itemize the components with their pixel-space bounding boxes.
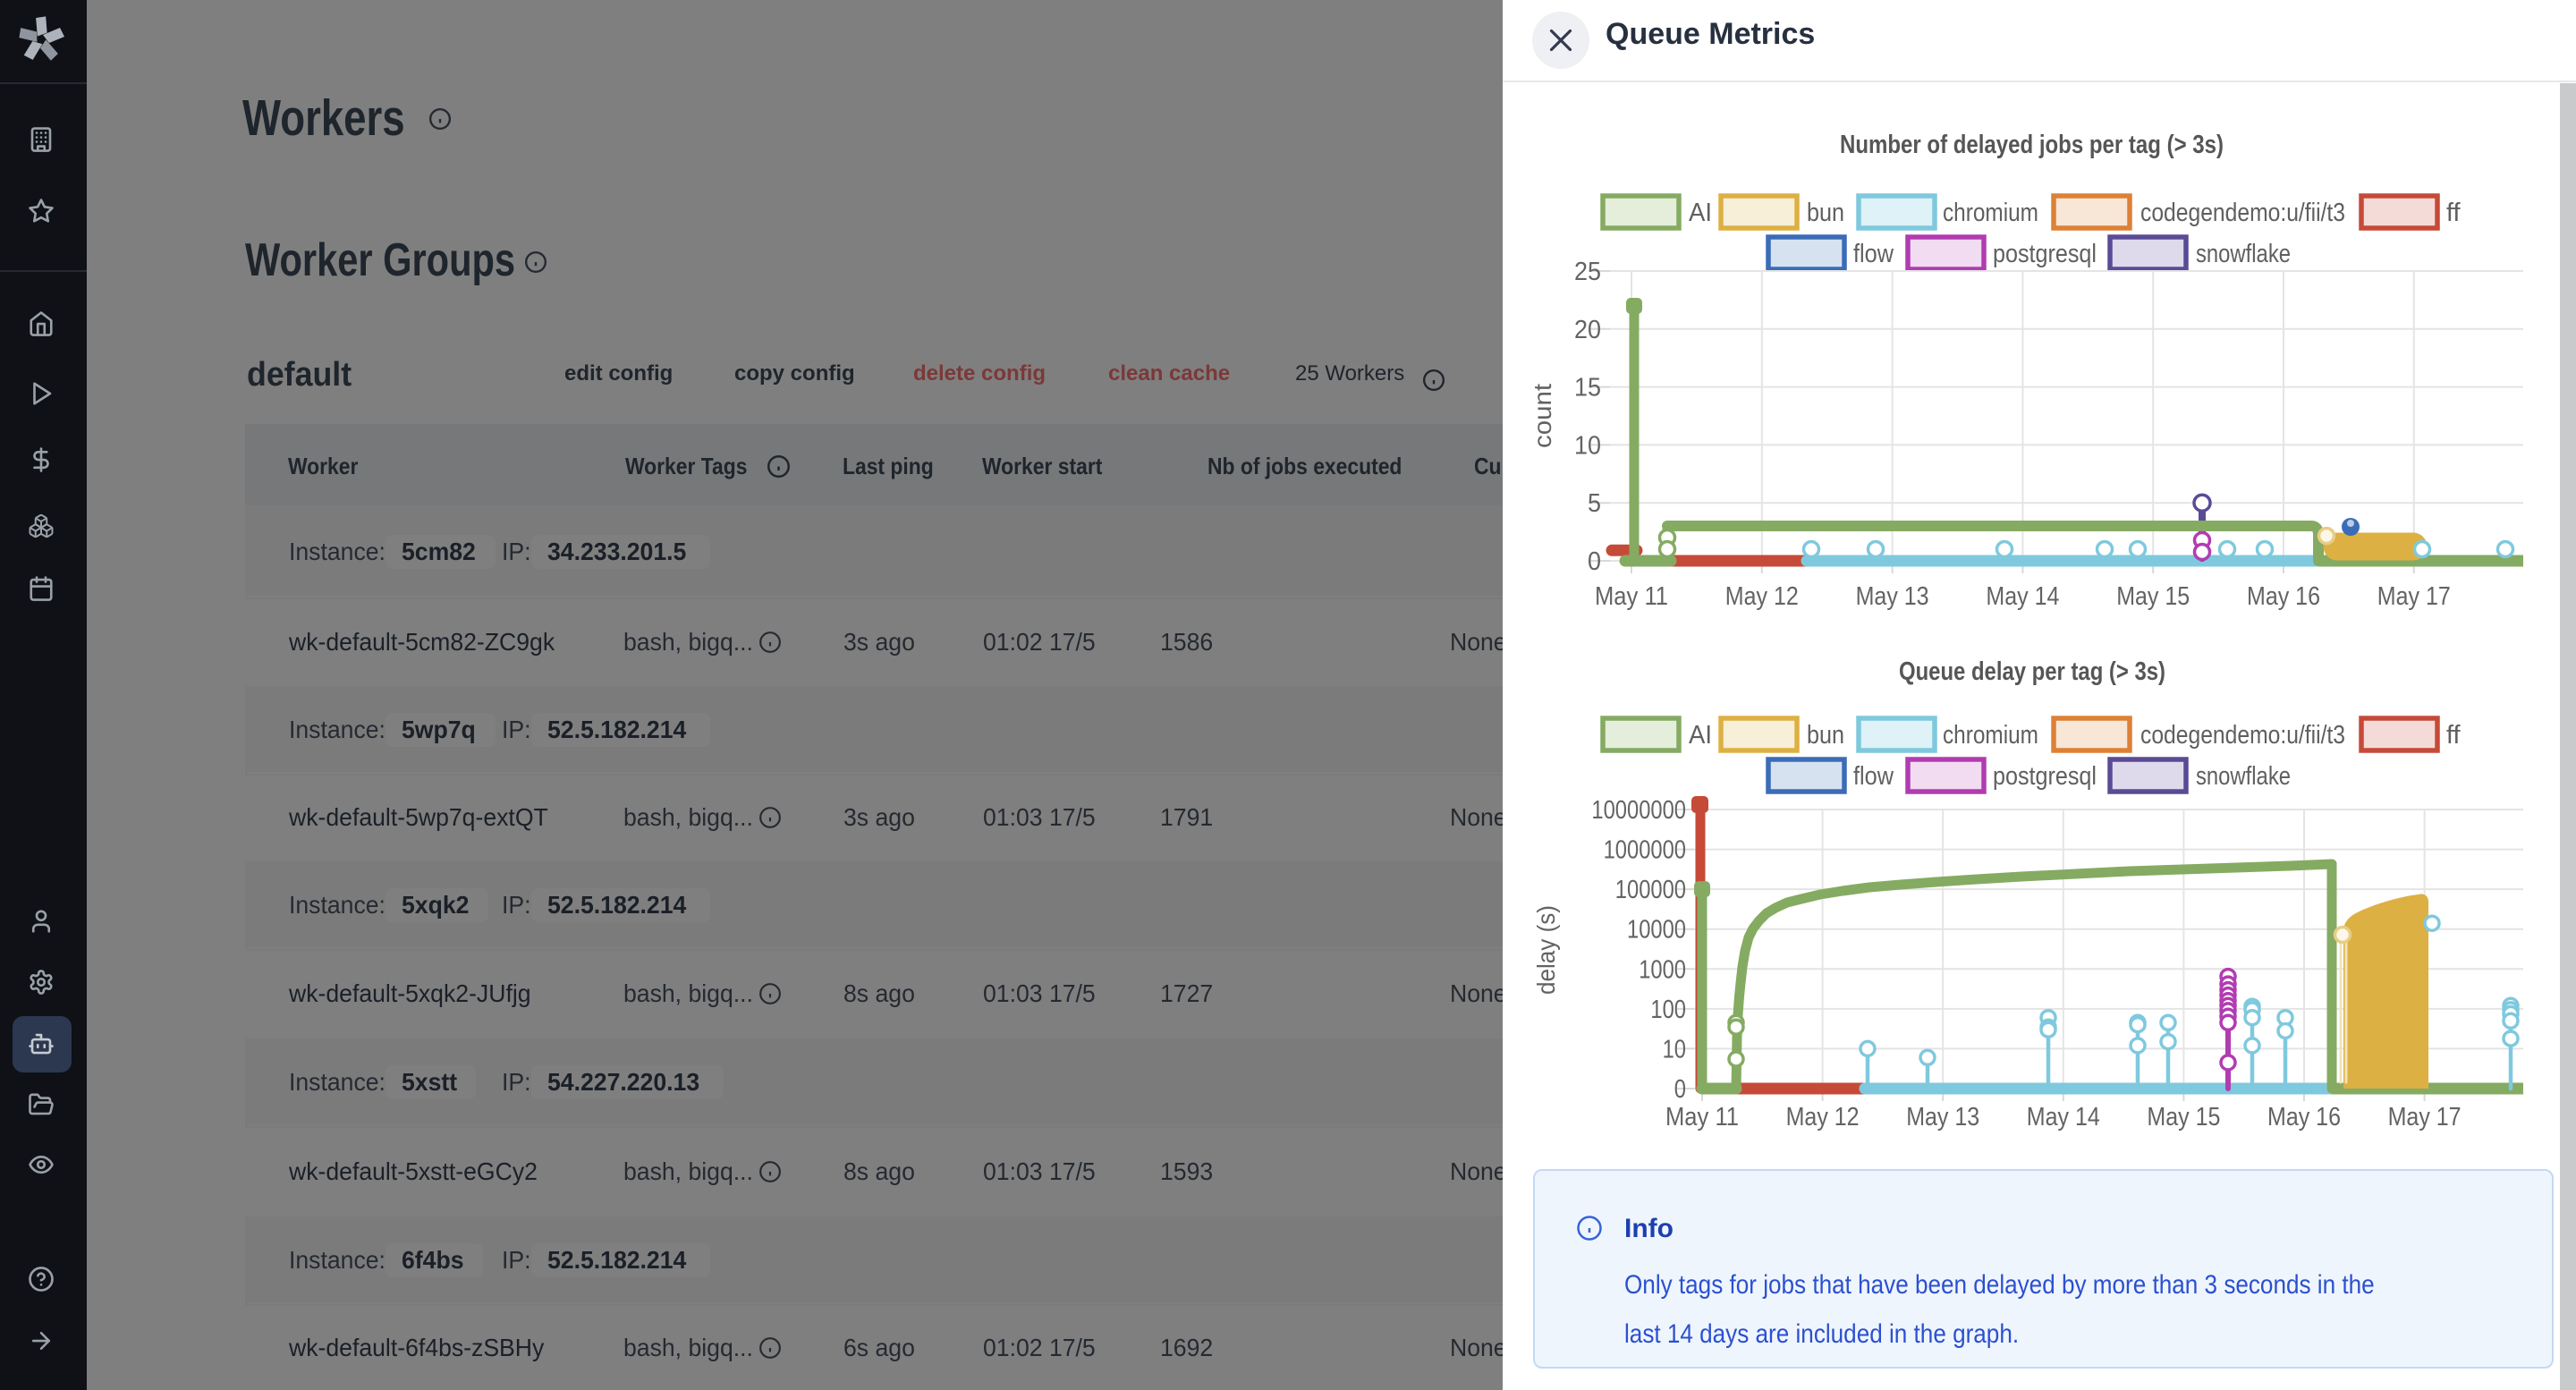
- svg-text:codegendemo:u/fii/t3: codegendemo:u/fii/t3: [2140, 199, 2345, 227]
- svg-text:100: 100: [1650, 996, 1686, 1024]
- svg-text:20: 20: [1574, 316, 1601, 344]
- svg-text:15: 15: [1574, 374, 1601, 403]
- svg-text:0: 0: [1588, 547, 1601, 576]
- svg-text:May 16: May 16: [2267, 1103, 2341, 1131]
- svg-text:postgresql: postgresql: [1993, 240, 2097, 268]
- svg-text:count: count: [1529, 384, 1556, 448]
- svg-text:1000: 1000: [1639, 955, 1686, 984]
- svg-text:1000000: 1000000: [1604, 836, 1686, 865]
- svg-text:May 12: May 12: [1786, 1103, 1860, 1131]
- svg-text:ff: ff: [2446, 721, 2462, 750]
- svg-text:Queue delay per tag (> 3s): Queue delay per tag (> 3s): [1899, 657, 2165, 686]
- svg-text:May 17: May 17: [2388, 1103, 2462, 1131]
- svg-text:10000000: 10000000: [1591, 796, 1686, 825]
- svg-text:May 14: May 14: [1986, 582, 2059, 611]
- svg-text:delay (s): delay (s): [1532, 905, 1560, 995]
- svg-text:ff: ff: [2446, 199, 2462, 227]
- svg-text:May 13: May 13: [1856, 582, 1929, 611]
- svg-text:Number of delayed jobs per tag: Number of delayed jobs per tag (> 3s): [1840, 131, 2224, 159]
- svg-text:postgresql: postgresql: [1993, 762, 2097, 791]
- svg-text:snowflake: snowflake: [2196, 240, 2291, 268]
- svg-text:10: 10: [1574, 431, 1601, 460]
- svg-text:0: 0: [1674, 1075, 1686, 1104]
- svg-text:bun: bun: [1807, 199, 1844, 227]
- svg-text:AI: AI: [1689, 721, 1712, 750]
- svg-text:10: 10: [1663, 1035, 1686, 1064]
- svg-text:May 17: May 17: [2377, 582, 2451, 611]
- svg-text:chromium: chromium: [1943, 199, 2038, 227]
- svg-text:May 15: May 15: [2147, 1103, 2220, 1131]
- svg-text:May 11: May 11: [1595, 582, 1668, 611]
- svg-text:May 15: May 15: [2116, 582, 2190, 611]
- svg-text:10000: 10000: [1627, 916, 1686, 945]
- svg-text:bun: bun: [1807, 721, 1844, 750]
- svg-text:May 14: May 14: [2027, 1103, 2100, 1131]
- svg-text:May 11: May 11: [1665, 1103, 1739, 1131]
- svg-text:chromium: chromium: [1943, 721, 2038, 750]
- svg-text:AI: AI: [1689, 199, 1712, 227]
- svg-text:May 12: May 12: [1725, 582, 1799, 611]
- svg-text:25: 25: [1574, 258, 1601, 286]
- svg-text:snowflake: snowflake: [2196, 762, 2291, 791]
- svg-text:May 16: May 16: [2247, 582, 2320, 611]
- svg-text:codegendemo:u/fii/t3: codegendemo:u/fii/t3: [2140, 721, 2345, 750]
- svg-text:flow: flow: [1853, 240, 1894, 268]
- svg-text:May 13: May 13: [1906, 1103, 1979, 1131]
- svg-text:flow: flow: [1853, 762, 1894, 791]
- svg-text:100000: 100000: [1615, 876, 1686, 904]
- svg-text:5: 5: [1588, 489, 1601, 518]
